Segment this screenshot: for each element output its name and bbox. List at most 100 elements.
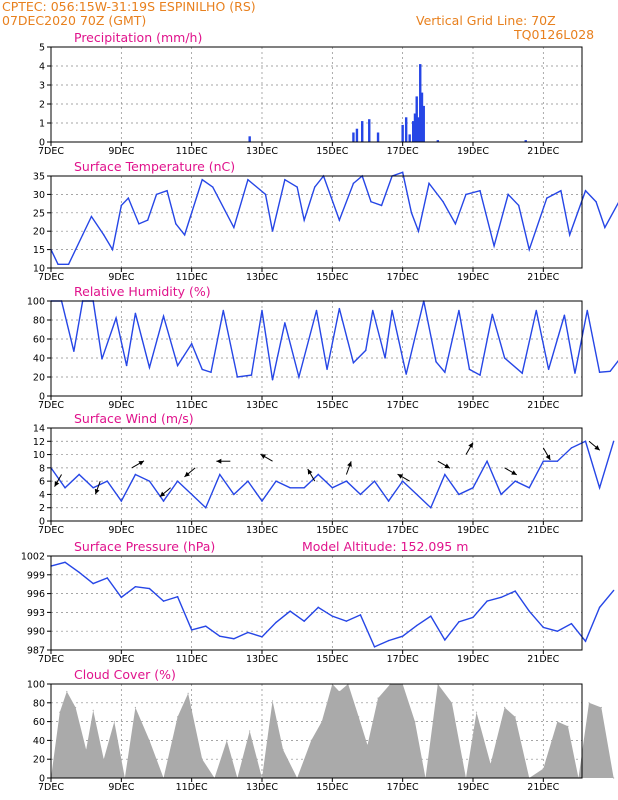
wind-point [373,480,376,482]
x-tick-label: 7DEC [38,654,64,665]
rh-point [284,322,286,324]
x-tick-label: 21DEC [527,146,559,157]
wind-point [134,473,137,476]
rh-point [586,309,588,312]
temp-point [338,219,341,221]
y-tick-label: 0 [39,392,45,403]
pres-point [373,646,376,648]
temp-point [465,193,467,196]
rh-point [134,312,137,315]
wind-point [416,493,418,496]
x-tick-label: 19DEC [457,525,489,536]
x-tick-label: 11DEC [176,654,208,665]
rh-point [115,317,117,319]
x-tick-label: 15DEC [316,272,348,283]
rh-point [201,368,203,371]
y-tick-label: 20 [33,373,45,384]
x-tick-label: 7DEC [38,782,64,793]
cloud-point [103,758,105,760]
y-tick-label: 993 [27,608,45,619]
wind-point [275,480,277,482]
rh-point [338,307,341,310]
temp-point [127,197,130,199]
temp-point [584,190,587,192]
temp-point [147,219,149,221]
cloud-point [514,716,516,718]
y-tick-label: 100 [27,680,45,691]
rh-point [563,314,566,316]
y-tick-label: 999 [27,570,45,581]
y-tick-label: 0 [39,138,45,149]
wind-point [78,473,80,476]
y-tick-label: 20 [33,227,45,238]
cloud-point [226,739,228,742]
precip-bar [413,113,417,142]
x-tick-label: 11DEC [176,400,208,411]
cloud-point [414,721,416,723]
wind-arrow-head [468,442,473,449]
x-tick-label: 15DEC [316,525,348,536]
rh-point [503,357,506,359]
precip-bar [417,117,420,142]
x-tick-label: 9DEC [108,654,134,665]
rh-point [148,366,151,369]
temp-point [57,263,59,266]
y-tick-label: 30 [33,190,45,201]
panel-title: Surface Pressure (hPa) [74,539,215,554]
pres-point [162,600,165,602]
rh-point [391,309,393,312]
pres-point [190,629,193,631]
temp-point [284,178,286,181]
rh-point [365,349,367,352]
wind-arrow-head [260,454,266,459]
wind-point [458,493,460,496]
panel-subtitle: Model Altitude: 152.095 m [302,539,468,554]
cloud-point [249,730,251,732]
cloud-point [451,702,453,704]
wind-arrow-head [444,463,450,469]
pres-point [416,624,418,627]
rh-point [250,374,253,376]
wind-point [514,480,516,482]
cloud-point [85,749,87,751]
precip-bar [415,96,418,142]
cloud-point [75,706,77,709]
y-tick-label: 20 [33,755,45,766]
x-tick-label: 9DEC [108,525,134,536]
x-tick-label: 19DEC [457,146,489,157]
pres-point [317,606,319,609]
x-tick-label: 19DEC [457,272,489,283]
wind-point [486,460,488,462]
pres-point [345,620,348,622]
precip-bar [368,119,371,142]
cloud-point [66,690,68,693]
precip-bar [412,121,415,142]
pres-point [387,639,390,642]
y-tick-label: 996 [27,589,45,600]
x-tick-label: 21DEC [527,525,559,536]
wind-arrow-head [347,461,352,467]
cloud-point [542,768,544,770]
x-tick-label: 15DEC [316,782,348,793]
x-tick-label: 9DEC [108,400,134,411]
y-tick-label: 8 [39,463,45,474]
temp-point [264,193,267,196]
x-tick-label: 21DEC [527,654,559,665]
y-tick-label: 4 [39,490,45,501]
temp-series-line [50,171,618,266]
pres-point [275,621,277,624]
temp-point [314,186,316,188]
x-tick-label: 11DEC [176,782,208,793]
y-tick-label: 1 [39,119,45,130]
pres-point [556,630,559,632]
temp-point [201,178,203,181]
y-tick-label: 2 [39,503,45,514]
x-tick-label: 9DEC [108,146,134,157]
header-grid-note: Vertical Grid Line: 70Z [416,13,556,28]
wind-arrow-head [511,470,517,475]
header-location: CPTEC: 056:15W-31:19S ESPINILHO (RS) [2,0,256,14]
pres-point [148,587,151,590]
rh-point [298,376,300,378]
y-tick-label: 10 [33,264,45,275]
